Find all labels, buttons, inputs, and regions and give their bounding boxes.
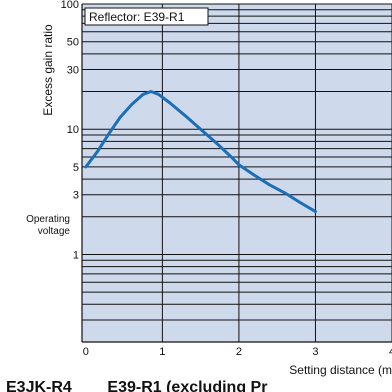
y-tick-labels: 100 50 30 10 5 3 1 (61, 0, 79, 261)
y-tick-label: 10 (67, 124, 79, 136)
y-tick-label: 3 (73, 190, 79, 202)
vertical-gridlines (81, 4, 392, 342)
y-tick-label: 1 (73, 249, 79, 261)
operating-voltage-label: Operating voltage (26, 214, 70, 237)
x-tick-label: 3 (312, 346, 318, 358)
legend-label: Reflector: E39-R1 (89, 10, 185, 24)
x-tick-label: 1 (159, 346, 165, 358)
operating-label-line: Operating (26, 214, 70, 225)
y-tick-label: 5 (73, 162, 79, 174)
operating-label-line: voltage (38, 226, 71, 237)
excess-gain-curve (84, 90, 317, 214)
x-tick-label: 0 (83, 346, 89, 358)
x-tick-labels: 0 1 2 3 4 (83, 346, 392, 358)
legend-box: Reflector: E39-R1 (84, 7, 209, 26)
plot-area (82, 4, 392, 342)
y-tick-label: 30 (67, 64, 79, 76)
y-axis-label: Excess gain ratio (41, 24, 55, 116)
model-caption: E3JK-R4 ___ E39-R1 (excluding Pr (6, 379, 267, 392)
y-tick-label: 100 (61, 0, 79, 11)
x-tick-label: 4 (389, 346, 392, 358)
horizontal-gridlines (82, 3, 392, 343)
x-axis-label: Setting distance (m (289, 363, 392, 377)
x-tick-label: 2 (236, 346, 242, 358)
legend-box-frame (84, 7, 209, 26)
y-tick-label: 50 (67, 37, 79, 49)
